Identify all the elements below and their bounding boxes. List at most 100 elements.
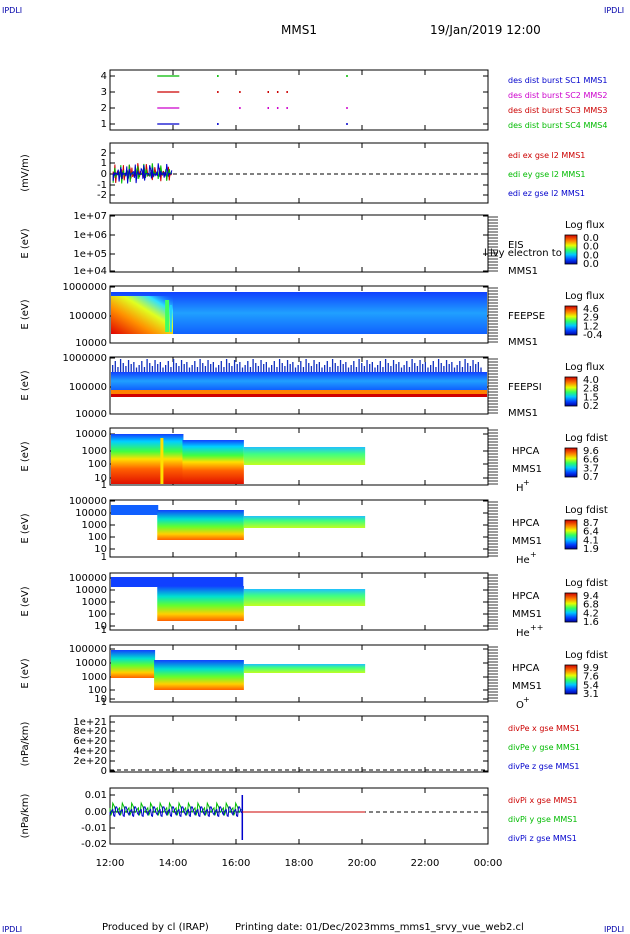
feepsi-speckle (255, 363, 257, 372)
y-tick-label: -1 (97, 180, 107, 191)
colorbar-tick-label: 1.6 (583, 617, 599, 628)
feepsi-speckle (353, 361, 355, 372)
footer-script-name: mms_mms1_srvy_vue_web2.cl (370, 922, 524, 933)
x-tick-label: 20:00 (348, 858, 377, 869)
feepsi-speckle (480, 367, 482, 372)
divpi-trace (109, 806, 242, 818)
feepsi-speckle (363, 366, 366, 372)
feepsi-speckle (382, 367, 384, 372)
feepsi-speckle (395, 364, 397, 372)
burst-marker (267, 107, 269, 109)
x-tick-label: 22:00 (411, 858, 440, 869)
y-tick-label: 8e+20 (73, 726, 107, 737)
feepsi-speckle (318, 362, 320, 372)
y-tick-label: 1 (101, 119, 107, 130)
y-tick-label: 100 (88, 459, 107, 470)
feepsi-speckle (117, 367, 119, 372)
feepsi-speckle (220, 361, 222, 372)
y-tick-label: 1 (101, 625, 107, 636)
y-tick-label: 1 (101, 552, 107, 563)
colorbar-title: Log flux (565, 220, 605, 231)
burst-marker (239, 107, 241, 109)
feepsi-speckle (324, 365, 326, 372)
y-axis-label: (nPa/km) (20, 722, 31, 767)
feepsi-speckle (424, 362, 426, 372)
figure-datetime: 19/Jan/2019 12:00 (430, 23, 541, 37)
overlay-text: l ivy electron to (484, 248, 562, 259)
feepsi-speckle (459, 361, 461, 372)
y-axis-label: E (eV) (20, 513, 31, 543)
feepsi-speckle (138, 365, 140, 372)
feepsi-speckle (154, 360, 156, 372)
hpca-he-main (157, 510, 244, 540)
spacecraft-label: MMS1 (512, 536, 542, 547)
colorbar-tick-label: 4.1 (583, 535, 599, 546)
x-tick-label: 16:00 (222, 858, 251, 869)
burst-marker (217, 75, 219, 77)
feepsi-speckle (316, 364, 318, 372)
y-tick-label: -0.01 (81, 823, 107, 834)
feepsi-speckle (371, 362, 373, 372)
feepsi-speckle (172, 359, 175, 372)
feepsi-speckle (366, 360, 368, 372)
feepsi-speckle (414, 363, 416, 372)
y-tick-label: 6e+20 (73, 736, 107, 747)
y-tick-label: -2 (97, 190, 107, 201)
y-tick-label: -0.02 (81, 839, 107, 850)
instrument-label: HPCA (512, 663, 540, 674)
feepsi-speckle (453, 367, 456, 372)
burst-marker (217, 123, 219, 125)
colorbar-title: Log fdist (565, 505, 608, 516)
corner-label-bottom-left: IPDLI (2, 925, 22, 934)
y-tick-label: 1 (101, 158, 107, 169)
feepsi-speckle (146, 359, 148, 372)
y-tick-label: 10000 (75, 409, 107, 420)
feepsi-speckle (202, 363, 204, 372)
feepsi-speckle (127, 360, 130, 372)
edi-trace (112, 163, 173, 184)
feepsi-speckle (125, 366, 127, 372)
panel-frame (109, 787, 489, 845)
spacecraft-label: MMS1 (508, 337, 538, 348)
colorbar-tick-label: -0.4 (583, 330, 603, 341)
colorbar-tick-label: 2.8 (583, 384, 599, 395)
spacecraft-label: MMS1 (508, 266, 538, 277)
panel-frame (109, 69, 489, 131)
colorbar-tick-label: 6.6 (583, 455, 599, 466)
hpca-h-late (243, 447, 366, 465)
feepse-stripe (169, 305, 172, 332)
feepsi-speckle (162, 367, 164, 372)
feepsi-speckle (377, 365, 379, 372)
panel-hpca-h: 10000 1000 100 101 E (eV) HPCA MMS1 H+ Log fdist… (20, 427, 608, 494)
panel-eis: 1e+07 1e+06 1e+05 1e+04 E (eV) EIS MMS1 l ivy e… (20, 211, 605, 277)
feepsi-speckle (278, 359, 281, 372)
feepsi-speckle (408, 367, 411, 372)
legend-entry: divPi z gse MMS1 (508, 834, 577, 843)
colorbar-tick-label: 4.2 (583, 608, 599, 619)
feepsi-speckle (331, 359, 334, 372)
legend-entry: divPe y gse MMS1 (508, 743, 580, 752)
feepsi-speckle (321, 367, 323, 372)
y-tick-label: 10000 (75, 658, 107, 669)
feepsi-speckle (215, 367, 217, 372)
species-label: He (516, 555, 530, 566)
feepsi-speckle (273, 361, 275, 372)
y-tick-label: 1000 (82, 597, 107, 608)
feepsi-speckle (167, 361, 169, 372)
colorbar-tick-label: 9.4 (583, 591, 599, 602)
y-tick-label: 0.00 (85, 807, 107, 818)
y-tick-label: 100000 (69, 573, 107, 584)
instrument-label: FEEPSI (508, 382, 542, 393)
y-tick-label: 100 (88, 685, 107, 696)
feepse-stripe (165, 300, 170, 332)
feepsi-speckle (448, 364, 450, 372)
charge-label: ++ (530, 623, 543, 632)
feepsi-speckle (218, 365, 220, 372)
hpca-he2-main (157, 586, 244, 621)
figure-title: MMS1 (281, 23, 317, 37)
feepsi-speckle (379, 361, 381, 372)
feepsi-speckle (180, 360, 183, 372)
hpca-h-stripe (160, 438, 164, 484)
